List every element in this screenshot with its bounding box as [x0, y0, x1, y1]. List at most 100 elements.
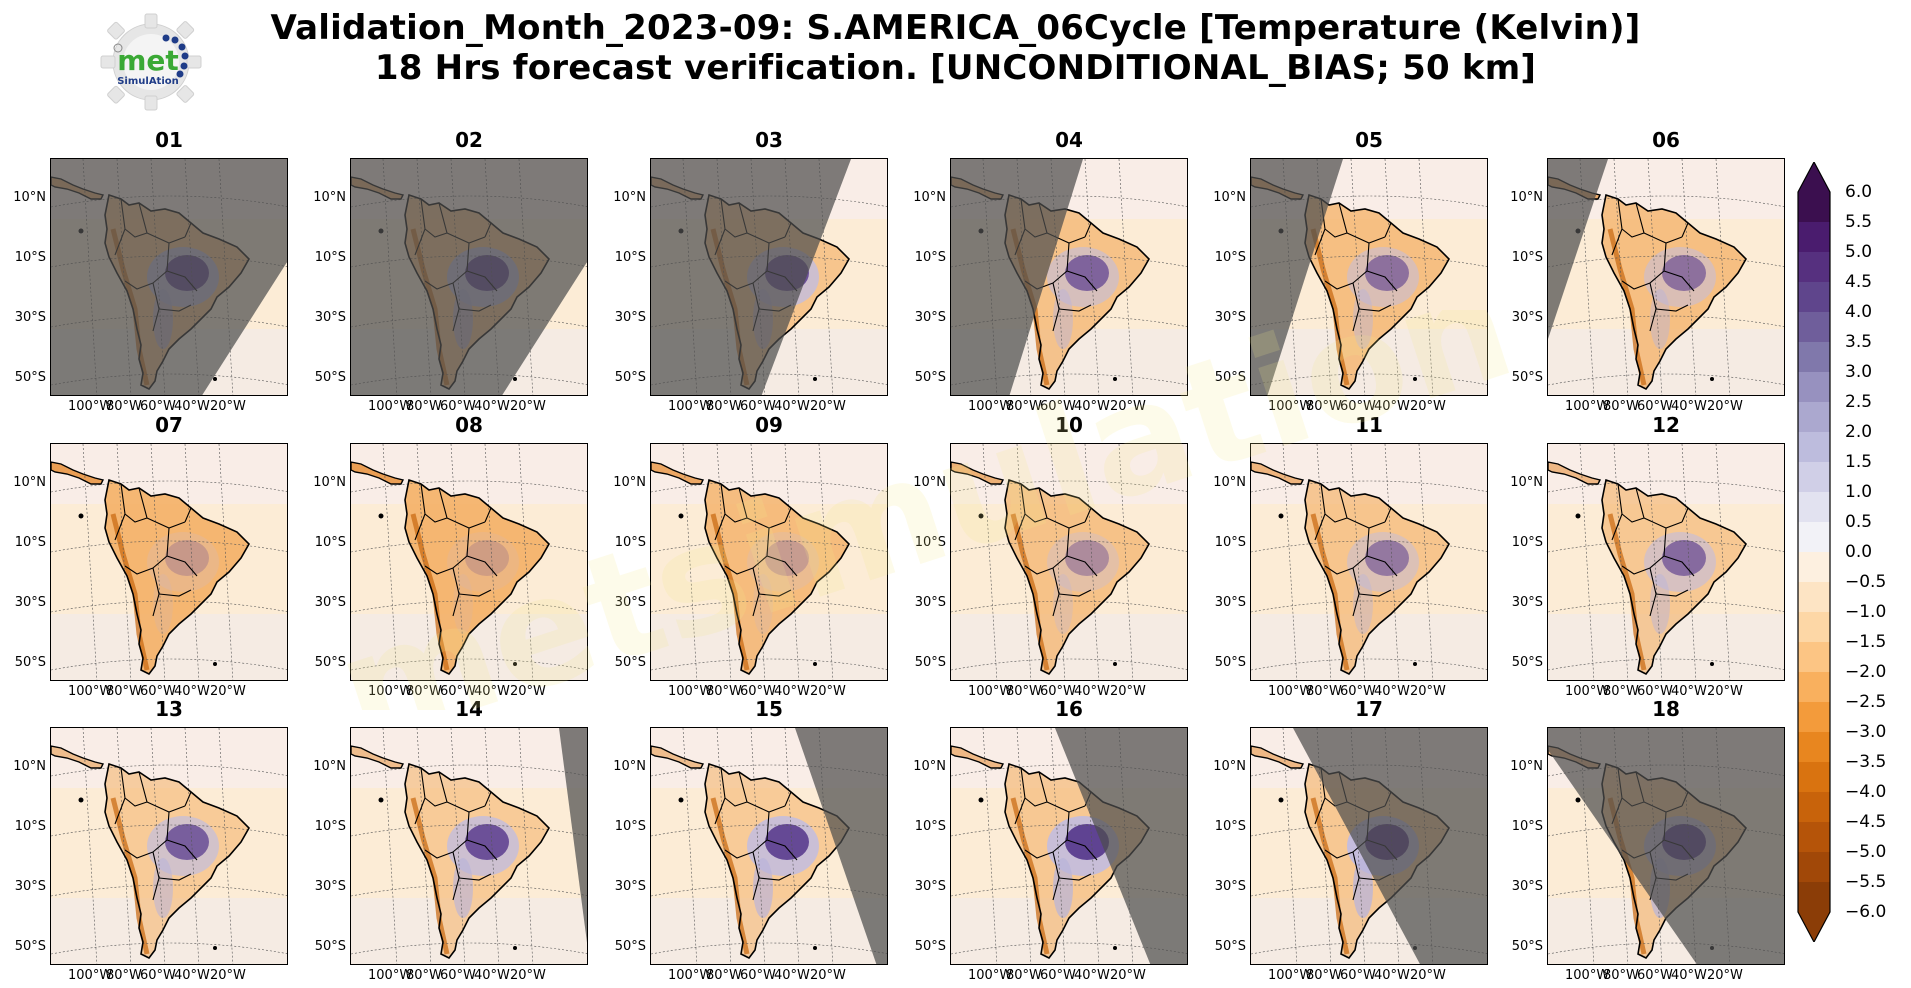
map-panel [50, 727, 288, 965]
longitude-label: 100°W [1268, 684, 1313, 699]
latitude-label: 30°S [314, 310, 346, 325]
latitude-label: 10°S [14, 819, 46, 834]
longitude-label: 100°W [668, 968, 713, 983]
latitude-label: 10°N [313, 475, 346, 490]
figure-title-line1: Validation_Month_2023-09: S.AMERICA_06Cy… [270, 8, 1641, 48]
longitude-label: 60°W [1637, 968, 1673, 983]
colorbar-segment [1798, 582, 1830, 613]
latitude-label: 50°S [1511, 370, 1543, 385]
latitude-label: 10°S [1214, 250, 1246, 265]
latitude-label: 50°S [314, 370, 346, 385]
latitude-label: 50°S [1511, 939, 1543, 954]
colorbar-tick-label: 0.0 [1845, 542, 1873, 562]
map-panel [1250, 158, 1488, 396]
map-panel [350, 443, 588, 681]
latitude-label: 50°S [14, 655, 46, 670]
latitude-label: 10°S [314, 819, 346, 834]
longitude-label: 100°W [1565, 399, 1610, 414]
longitude-label: 60°W [1340, 684, 1376, 699]
latitude-label: 30°S [614, 310, 646, 325]
latitude-label: 10°N [313, 759, 346, 774]
latitude-label: 30°S [1511, 310, 1543, 325]
colorbar-segment [1798, 492, 1830, 523]
longitude-label: 60°W [1040, 968, 1076, 983]
longitude-label: 20°W [1410, 399, 1446, 414]
longitude-label: 20°W [1110, 968, 1146, 983]
colorbar-tick-label: 3.0 [1845, 362, 1873, 382]
colorbar-segment [1798, 792, 1830, 823]
panel-title: 14 [455, 697, 483, 721]
latitude-label: 10°S [1511, 819, 1543, 834]
latitude-label: 50°S [914, 370, 946, 385]
longitude-label: 40°W [474, 399, 510, 414]
longitude-label: 80°W [406, 399, 442, 414]
longitude-label: 80°W [1006, 684, 1042, 699]
gear-logo-icon: met SimulAtion [100, 13, 202, 111]
longitude-label: 40°W [1671, 684, 1707, 699]
longitude-label: 60°W [440, 684, 476, 699]
longitude-label: 40°W [774, 968, 810, 983]
latitude-label: 10°S [1214, 819, 1246, 834]
map-panel [1547, 727, 1785, 965]
longitude-label: 60°W [440, 968, 476, 983]
longitude-label: 100°W [1565, 968, 1610, 983]
longitude-label: 40°W [774, 684, 810, 699]
longitude-label: 40°W [1671, 399, 1707, 414]
longitude-label: 20°W [810, 684, 846, 699]
colorbar-max-extension [1798, 162, 1830, 192]
colorbar-tick-label: −1.0 [1845, 602, 1887, 622]
latitude-label: 10°S [914, 819, 946, 834]
colorbar-tick-label: −5.0 [1845, 842, 1887, 862]
panel-title: 12 [1652, 413, 1680, 437]
latitude-label: 50°S [314, 939, 346, 954]
longitude-label: 80°W [1006, 968, 1042, 983]
longitude-label: 40°W [474, 968, 510, 983]
longitude-label: 100°W [68, 399, 113, 414]
map-panel [650, 158, 888, 396]
longitude-label: 100°W [368, 399, 413, 414]
latitude-label: 30°S [914, 595, 946, 610]
longitude-label: 40°W [1671, 968, 1707, 983]
longitude-label: 80°W [1603, 684, 1639, 699]
latitude-label: 50°S [914, 939, 946, 954]
latitude-label: 10°N [913, 475, 946, 490]
longitude-label: 100°W [968, 968, 1013, 983]
colorbar-tick-label: 6.0 [1845, 182, 1873, 202]
longitude-label: 80°W [1306, 968, 1342, 983]
longitude-label: 60°W [140, 399, 176, 414]
colorbar-segment [1798, 372, 1830, 403]
colorbar-segment [1798, 552, 1830, 583]
latitude-label: 10°N [13, 759, 46, 774]
map-panel [1250, 443, 1488, 681]
latitude-label: 50°S [614, 655, 646, 670]
longitude-label: 60°W [1340, 399, 1376, 414]
latitude-label: 30°S [1214, 310, 1246, 325]
longitude-label: 40°W [1074, 968, 1110, 983]
longitude-label: 100°W [68, 968, 113, 983]
longitude-label: 20°W [1410, 968, 1446, 983]
longitude-label: 20°W [810, 399, 846, 414]
colorbar-segment [1798, 252, 1830, 283]
longitude-label: 80°W [706, 968, 742, 983]
latitude-label: 10°S [314, 250, 346, 265]
longitude-label: 80°W [1306, 684, 1342, 699]
map-panel [950, 727, 1188, 965]
map-panel [650, 443, 888, 681]
longitude-label: 100°W [68, 684, 113, 699]
latitude-label: 50°S [614, 370, 646, 385]
colorbar-tick-label: −5.5 [1845, 872, 1887, 892]
latitude-label: 10°S [914, 535, 946, 550]
colorbar-segment [1798, 432, 1830, 463]
longitude-label: 60°W [140, 968, 176, 983]
longitude-label: 20°W [1410, 684, 1446, 699]
latitude-label: 10°N [1213, 190, 1246, 205]
latitude-label: 10°N [1510, 475, 1543, 490]
map-panel [950, 158, 1188, 396]
longitude-label: 40°W [774, 399, 810, 414]
latitude-label: 50°S [914, 655, 946, 670]
latitude-label: 10°N [613, 190, 646, 205]
longitude-label: 20°W [1110, 399, 1146, 414]
longitude-label: 80°W [106, 684, 142, 699]
latitude-label: 10°N [1213, 759, 1246, 774]
longitude-label: 100°W [668, 684, 713, 699]
